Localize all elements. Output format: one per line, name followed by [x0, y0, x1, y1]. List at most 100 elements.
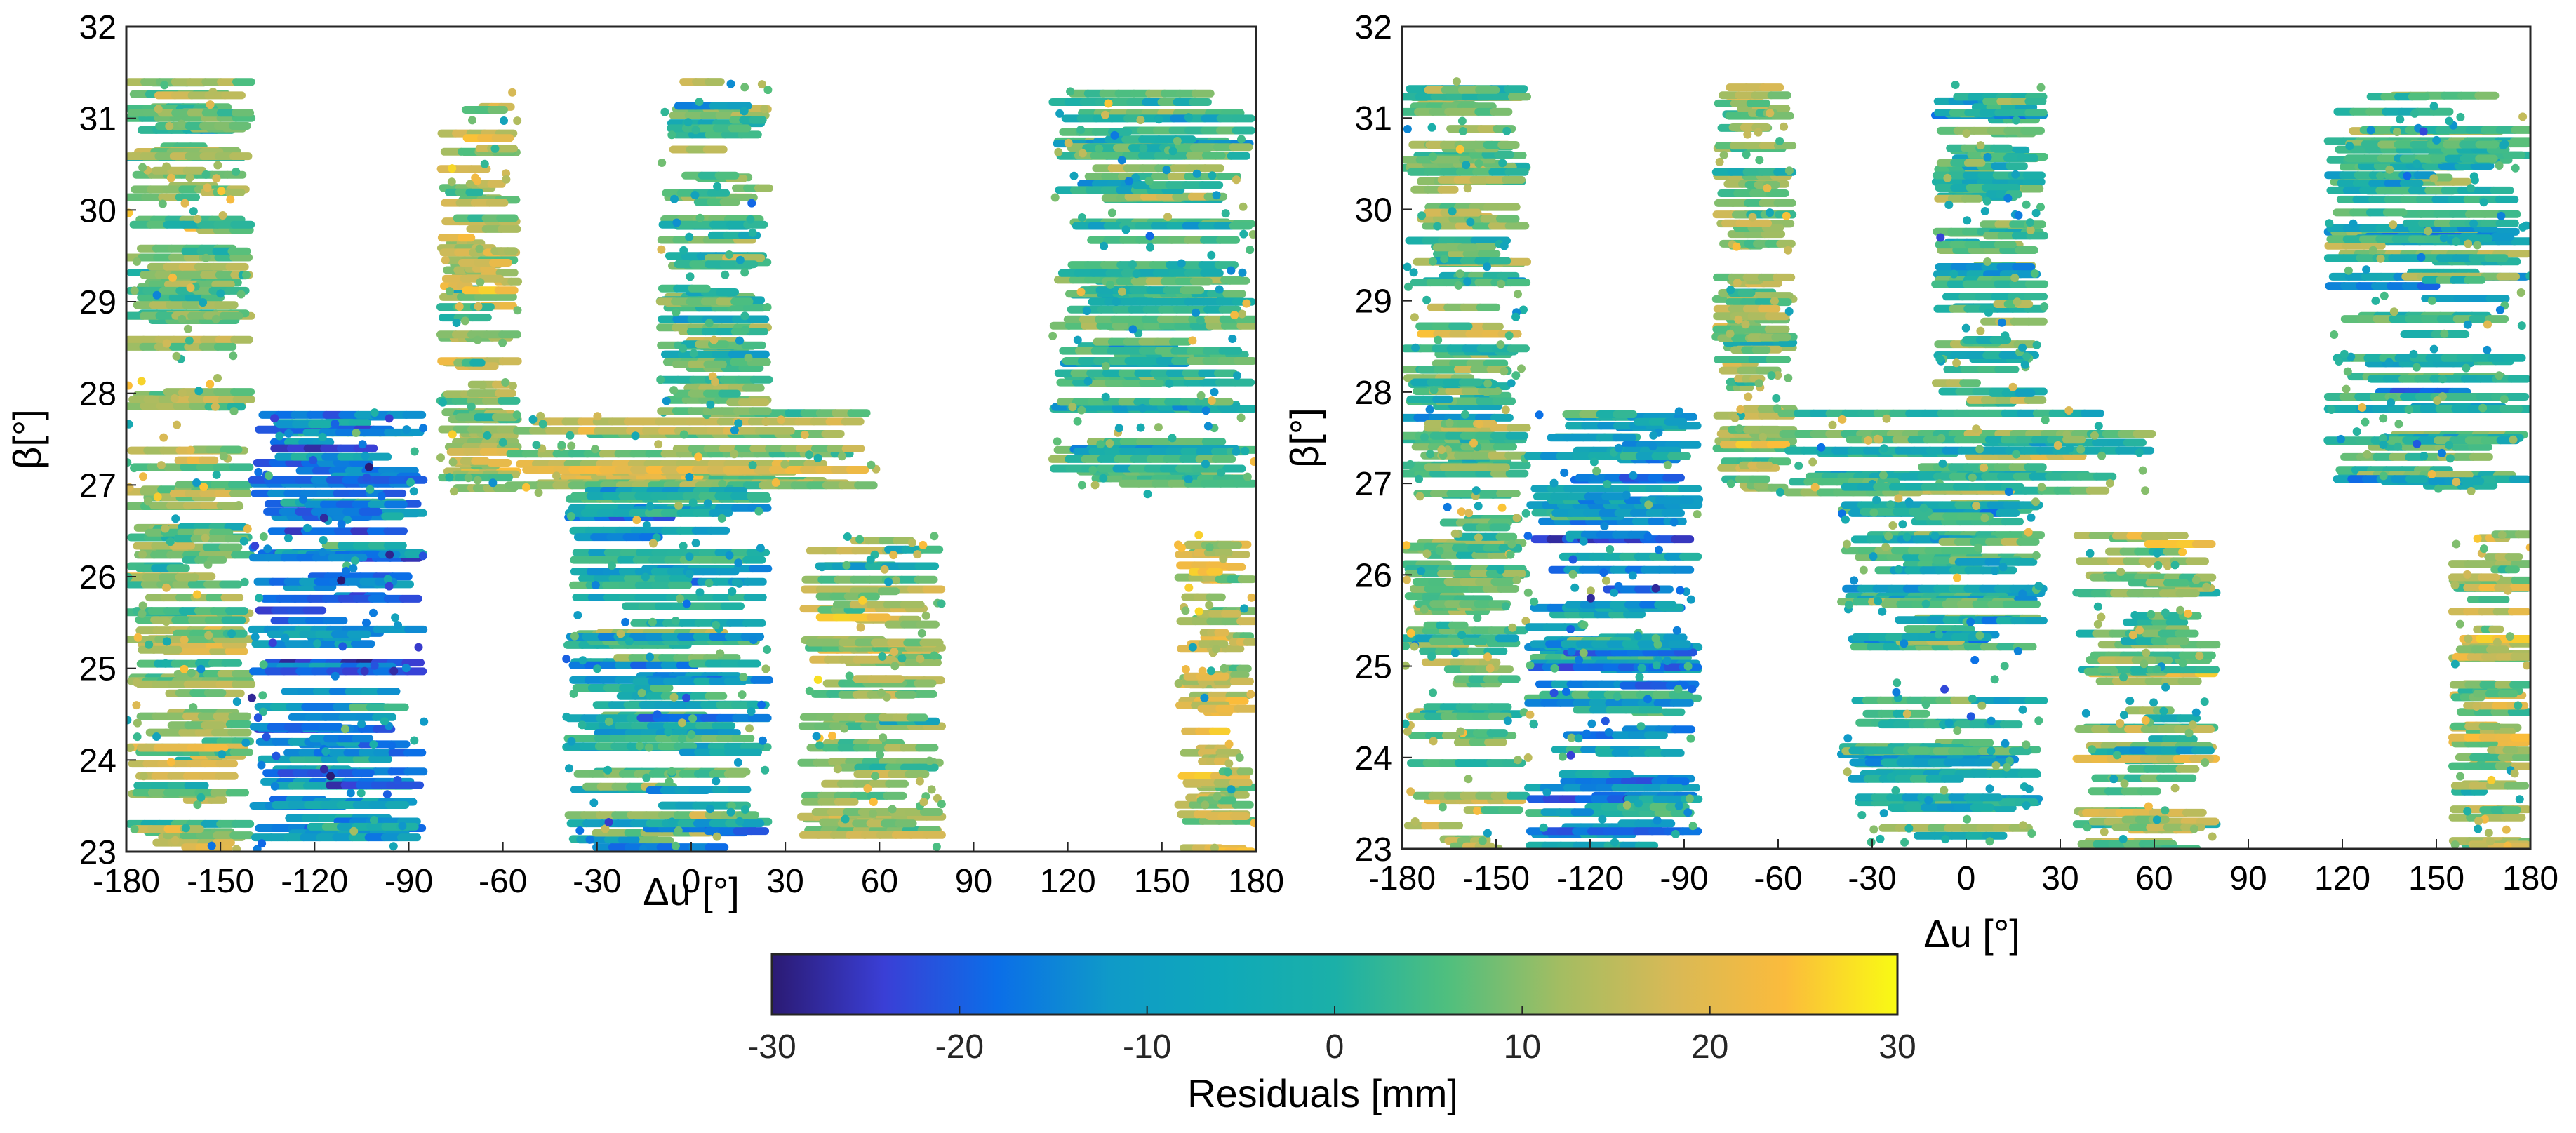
data-point — [1205, 601, 1214, 610]
data-point — [1181, 665, 1190, 673]
data-point — [1144, 176, 1154, 185]
data-point — [1101, 392, 1110, 401]
data-point — [259, 532, 268, 541]
data-point — [1077, 481, 1086, 490]
data-point — [645, 743, 653, 752]
data-point — [192, 590, 201, 599]
data-point — [1208, 171, 1217, 180]
data-point — [867, 460, 876, 469]
left-y-tick-label: 27 — [79, 467, 116, 504]
data-point — [126, 744, 135, 752]
data-point — [754, 507, 763, 516]
data-point — [1411, 343, 1420, 352]
data-point — [320, 765, 328, 774]
data-point — [557, 441, 566, 450]
data-point — [925, 756, 934, 765]
data-point — [672, 308, 681, 317]
data-point — [189, 703, 198, 712]
data-point — [270, 782, 279, 791]
data-point — [877, 688, 886, 697]
data-point — [158, 199, 167, 208]
data-point — [313, 639, 322, 648]
data-point — [488, 478, 498, 488]
data-point — [757, 700, 766, 709]
data-point — [688, 714, 698, 723]
data-point — [570, 631, 579, 641]
data-point — [1163, 213, 1173, 222]
data-point — [833, 765, 842, 774]
data-point — [1242, 299, 1251, 308]
data-point — [239, 537, 248, 546]
data-point — [199, 298, 208, 307]
data-point — [1224, 739, 1234, 749]
left-y-tick-label: 24 — [79, 742, 116, 779]
data-point — [402, 425, 411, 434]
data-point — [1154, 423, 1163, 432]
data-point — [1201, 406, 1210, 415]
data-point — [448, 164, 457, 173]
data-point — [1410, 642, 1419, 651]
data-point — [156, 461, 166, 470]
data-point — [213, 374, 222, 382]
data-point — [608, 561, 616, 570]
data-point — [745, 724, 754, 733]
data-point — [739, 673, 748, 682]
data-point — [817, 563, 827, 572]
data-point — [338, 642, 347, 651]
data-point — [726, 79, 735, 88]
data-point — [1410, 817, 1420, 826]
data-point — [138, 163, 147, 172]
data-point — [706, 400, 715, 409]
data-point — [656, 375, 665, 384]
data-point — [725, 551, 734, 560]
data-point — [352, 429, 361, 437]
data-point — [642, 773, 651, 782]
data-point — [172, 351, 181, 361]
data-point — [1196, 391, 1206, 400]
data-point — [1438, 803, 1447, 812]
left-x-tick-label: 30 — [766, 863, 803, 900]
data-point — [1429, 688, 1437, 697]
data-point — [474, 302, 483, 311]
left-y-tick-label: 26 — [79, 559, 116, 596]
data-point — [490, 144, 500, 153]
data-point — [760, 105, 769, 114]
data-point — [133, 732, 142, 742]
data-point — [1121, 225, 1130, 234]
data-point — [255, 594, 264, 603]
data-point — [1406, 629, 1415, 638]
data-point — [1210, 843, 1219, 852]
data-point — [171, 108, 180, 117]
data-point — [658, 159, 667, 167]
data-point — [667, 130, 676, 140]
data-point — [1194, 530, 1203, 539]
data-point — [331, 671, 340, 681]
data-point — [1235, 753, 1244, 762]
data-point — [654, 440, 663, 449]
data-point — [1466, 217, 1475, 227]
data-point — [725, 250, 734, 259]
data-point — [937, 800, 946, 809]
data-point — [1168, 147, 1177, 156]
data-point — [1474, 533, 1483, 542]
data-point — [1496, 340, 1505, 349]
data-point — [240, 577, 249, 586]
data-point — [591, 445, 600, 454]
data-point — [731, 578, 740, 587]
data-point — [601, 824, 610, 833]
data-point — [356, 789, 366, 798]
data-point — [475, 244, 484, 253]
data-point — [1055, 109, 1065, 118]
data-point — [1198, 666, 1207, 676]
data-point — [921, 611, 930, 620]
data-point — [1455, 269, 1464, 279]
data-point — [358, 440, 367, 449]
data-point — [447, 177, 456, 187]
data-point — [162, 637, 171, 646]
data-point — [318, 432, 327, 441]
data-point — [916, 655, 925, 664]
data-point — [476, 278, 485, 287]
data-point — [1483, 829, 1492, 838]
data-point — [194, 387, 203, 396]
